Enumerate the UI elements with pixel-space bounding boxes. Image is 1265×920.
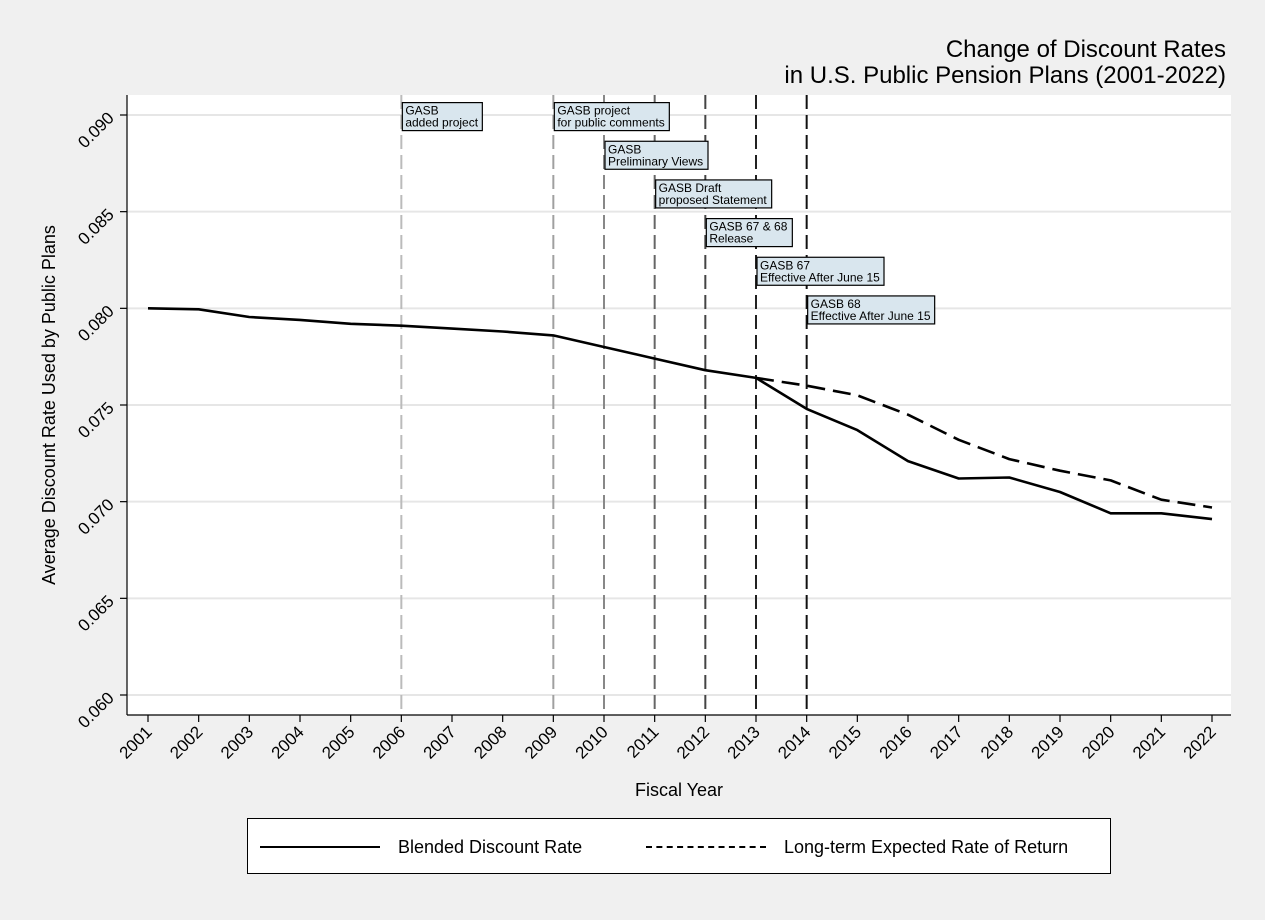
series-line-long-term-expected-return	[755, 376, 1213, 509]
x-tick-label-2020: 2020	[1078, 722, 1118, 762]
y-tick-label-0.070: 0.070	[74, 495, 118, 539]
legend: Blended Discount Rate Long-term Expected…	[247, 818, 1111, 874]
annotation-text-2006-line-1: GASB	[405, 104, 438, 118]
annotation-text-2014-line-2: Effective After June 15	[811, 309, 931, 323]
x-tick-label-2021: 2021	[1129, 722, 1169, 762]
x-tick-label-2006: 2006	[369, 722, 409, 762]
annotation-text-2006-line-2: added project	[405, 116, 478, 130]
x-tick-label-2008: 2008	[470, 722, 510, 762]
annotation-box-2010	[604, 140, 709, 170]
annotation-box-2012	[705, 218, 793, 248]
series-line-blended-discount-rate	[147, 307, 1213, 521]
x-tick-label-2005: 2005	[318, 722, 358, 762]
x-tick-label-2019: 2019	[1028, 722, 1068, 762]
x-tick-label-2013: 2013	[724, 722, 764, 762]
chart-title-line-1: Change of Discount Rates	[945, 36, 1226, 63]
y-tick-label-0.060: 0.060	[74, 688, 118, 732]
y-tick-label-0.080: 0.080	[74, 302, 118, 346]
annotation-box-2014	[807, 295, 936, 325]
annotation-box-2006	[401, 101, 483, 132]
x-tick-label-2015: 2015	[825, 722, 865, 762]
x-tick-label-2003: 2003	[217, 722, 257, 762]
y-tick-label-0.075: 0.075	[74, 398, 118, 442]
annotation-text-2014-line-1: GASB 68	[811, 297, 861, 311]
x-tick-label-2018: 2018	[977, 722, 1017, 762]
annotation-text-2013-line-2: Effective After June 15	[760, 270, 880, 284]
legend-label-blended: Blended Discount Rate	[398, 837, 583, 857]
x-tick-label-2010: 2010	[572, 722, 612, 762]
x-tick-label-2012: 2012	[673, 722, 713, 762]
annotation-text-2010-line-2: Preliminary Views	[608, 154, 703, 168]
annotation-box-2013	[756, 256, 885, 286]
y-axis-title: Average Discount Rate Used by Public Pla…	[39, 225, 59, 585]
annotation-text-2010-line-1: GASB	[608, 142, 641, 156]
annotation-text-2012-line-2: Release	[709, 232, 753, 246]
annotation-text-2009-line-2: for public comments	[557, 116, 664, 130]
y-tick-label-0.090: 0.090	[74, 108, 118, 152]
annotation-box-2011	[655, 179, 773, 209]
x-tick-label-2007: 2007	[420, 722, 460, 762]
x-tick-label-2016: 2016	[876, 722, 916, 762]
y-tick-label-0.065: 0.065	[74, 592, 118, 636]
x-axis-title: Fiscal Year	[635, 780, 723, 800]
x-tick-label-2009: 2009	[521, 722, 561, 762]
annotation-text-2011-line-1: GASB Draft	[659, 181, 722, 195]
x-tick-label-2017: 2017	[926, 722, 966, 762]
legend-label-long-term: Long-term Expected Rate of Return	[784, 837, 1069, 857]
x-tick-label-2022: 2022	[1180, 722, 1220, 762]
annotation-text-2011-line-2: proposed Statement	[659, 193, 768, 207]
legend-sample-blended	[260, 846, 380, 848]
annotation-text-2012-line-1: GASB 67 & 68	[709, 220, 787, 234]
x-tick-label-2011: 2011	[623, 722, 662, 761]
x-tick-label-2004: 2004	[268, 722, 308, 762]
x-tick-label-2014: 2014	[774, 722, 814, 762]
legend-sample-long-term	[646, 846, 766, 848]
chart-title-line-2: in U.S. Public Pension Plans (2001-2022)	[784, 62, 1226, 89]
annotation-text-2009-line-1: GASB project	[557, 104, 630, 118]
annotation-box-2009	[553, 101, 670, 132]
annotation-text-2013-line-1: GASB 67	[760, 258, 810, 272]
y-tick-label-0.085: 0.085	[74, 205, 118, 249]
x-tick-label-2002: 2002	[166, 722, 206, 762]
x-tick-label-2001: 2001	[116, 722, 156, 762]
